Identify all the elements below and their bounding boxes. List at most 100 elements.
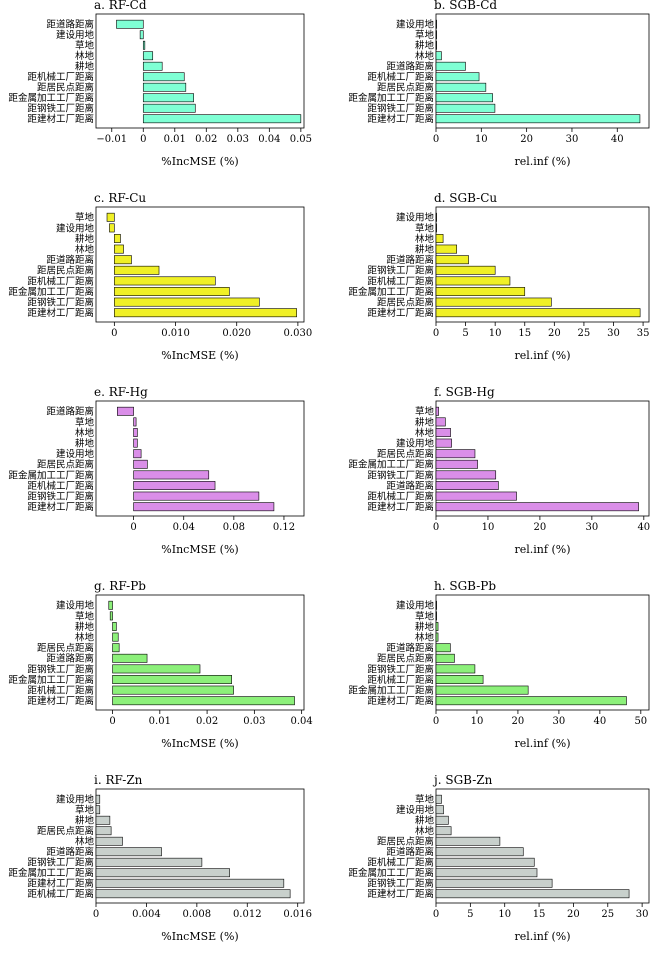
x-tick-label: 30: [566, 134, 579, 145]
bar: [435, 212, 437, 222]
bar: [435, 847, 524, 857]
x-tick-label: 10: [498, 909, 511, 920]
category-label: 距道路距离: [386, 846, 434, 858]
x-tick-label: 0: [130, 522, 136, 533]
bar: [133, 470, 210, 480]
plot-frame: [435, 788, 650, 904]
x-axis-title: %IncMSE (%): [161, 155, 238, 168]
x-axis-title: rel.inf (%): [515, 349, 571, 362]
x-tick-label: 0.04: [291, 716, 313, 727]
category-label: 距道路距离: [46, 653, 94, 665]
x-axis-title: %IncMSE (%): [161, 349, 238, 362]
x-tick-label: 0.02: [196, 716, 218, 727]
chart-panel: h. SGB-Pb 建设用地草地耕地林地距道路距离距居民点距离距钢铁工厂距离距机械…: [348, 579, 650, 750]
bar: [114, 255, 132, 265]
bar: [142, 82, 187, 92]
x-tick-label: 30: [585, 522, 598, 533]
bar: [95, 878, 285, 888]
bar: [95, 794, 101, 804]
category-label: 耕地: [75, 438, 95, 450]
plot-frame: [435, 206, 650, 323]
bar: [435, 459, 478, 469]
bar: [142, 114, 302, 124]
category-label: 距钢铁工厂距离: [27, 297, 94, 309]
category-label: 距金属加工工厂距离: [8, 867, 94, 879]
category-label: 建设用地: [396, 600, 435, 612]
category-label: 距机械工厂距离: [27, 480, 94, 492]
chart-title: h. SGB-Pb: [434, 579, 496, 593]
category-label: 耕地: [415, 416, 435, 428]
bar: [142, 93, 194, 103]
category-label: 林地: [75, 632, 95, 644]
bar: [95, 889, 291, 899]
bar: [114, 244, 124, 254]
category-label: 距建材工厂距离: [27, 695, 94, 707]
bar: [435, 276, 511, 286]
x-tick-label: 0: [433, 134, 439, 145]
x-tick-label: 0: [93, 909, 99, 920]
bar: [435, 653, 455, 663]
bar: [435, 836, 501, 846]
bar: [435, 685, 529, 695]
bar: [435, 611, 437, 621]
bar: [435, 491, 517, 501]
category-label: 距居民点距离: [377, 448, 434, 460]
x-tick-label: 5: [467, 909, 473, 920]
category-label: 耕地: [75, 815, 95, 827]
x-axis-title: %IncMSE (%): [161, 543, 238, 556]
bar: [112, 653, 148, 663]
chart-title: f. SGB-Hg: [434, 385, 495, 399]
category-label: 建设用地: [396, 212, 435, 224]
x-tick-label: 50: [634, 716, 647, 727]
plot-frame: [435, 13, 650, 129]
category-label: 林地: [75, 244, 95, 256]
bar: [435, 114, 641, 124]
bar: [435, 868, 538, 878]
bar: [133, 491, 260, 501]
category-label: 距居民点距离: [377, 297, 434, 309]
x-tick-label: 0.012: [233, 909, 262, 920]
category-label: 草地: [415, 29, 435, 41]
category-label: 耕地: [415, 244, 435, 256]
bar: [435, 406, 439, 416]
chart-title: g. RF-Pb: [94, 579, 146, 593]
bar: [133, 438, 138, 448]
category-label: 距钢铁工厂距离: [367, 103, 434, 115]
bar: [435, 72, 480, 82]
category-label: 林地: [415, 825, 435, 837]
x-tick-label: 20: [534, 522, 547, 533]
plot-frame: [435, 400, 650, 517]
plot-frame: [95, 13, 305, 129]
category-label: 距道路距离: [386, 254, 434, 266]
category-label: 距金属加工工厂距离: [8, 92, 94, 104]
bar: [435, 428, 451, 437]
category-label: 距金属加工工厂距离: [8, 674, 94, 686]
x-tick-label: 0.03: [243, 716, 265, 727]
category-label: 耕地: [75, 233, 95, 245]
category-label: 距钢铁工厂距离: [367, 469, 434, 481]
chart-panel: i. RF-Zn 建设用地草地耕地距居民点距离林地距道路距离距钢铁工厂距离距金属加…: [8, 773, 312, 943]
x-tick-label: 0: [111, 328, 117, 339]
chart-title: i. RF-Zn: [94, 773, 143, 787]
category-label: 林地: [415, 632, 435, 644]
bar: [435, 481, 499, 490]
bar: [95, 868, 230, 878]
category-label: 距建材工厂距离: [367, 307, 434, 319]
bar: [435, 826, 452, 836]
category-label: 草地: [75, 212, 95, 224]
bar: [95, 836, 123, 846]
x-tick-label: 10: [471, 716, 484, 727]
category-label: 距钢铁工厂距离: [27, 857, 94, 869]
x-tick-label: 20: [520, 134, 533, 145]
category-label: 林地: [75, 427, 95, 439]
chart-title: b. SGB-Cd: [434, 0, 497, 12]
category-label: 距道路距离: [46, 254, 94, 266]
bar: [95, 826, 112, 836]
category-label: 距机械工厂距离: [27, 275, 94, 287]
category-label: 耕地: [415, 815, 435, 827]
x-tick-label: 20: [567, 909, 580, 920]
bar: [435, 675, 484, 684]
bar: [435, 470, 497, 480]
bar: [435, 502, 639, 512]
category-label: 距建材工厂距离: [367, 501, 434, 513]
